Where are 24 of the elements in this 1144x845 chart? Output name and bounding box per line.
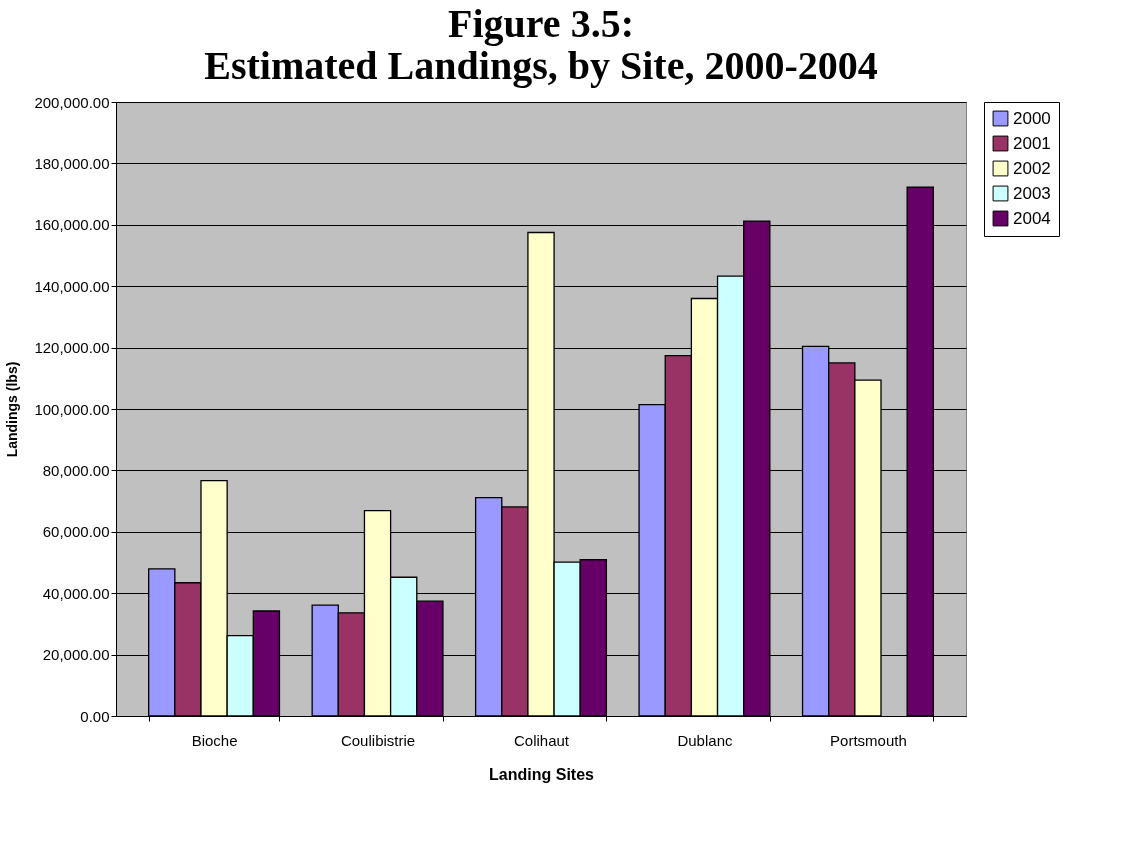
y-tick-label: 160,000.00 bbox=[34, 216, 110, 234]
y-axis-title: Landings (lbs) bbox=[4, 361, 21, 458]
legend-label: 2003 bbox=[1013, 183, 1051, 203]
x-tick-label: Dublanc bbox=[677, 731, 733, 749]
legend-label: 2004 bbox=[1013, 208, 1051, 228]
x-axis-title: Landing Sites bbox=[489, 765, 595, 783]
y-tick-label: 180,000.00 bbox=[34, 154, 110, 172]
y-tick-label: 200,000.00 bbox=[34, 93, 110, 111]
legend-label: 2001 bbox=[1013, 133, 1051, 153]
legend-label: 2000 bbox=[1013, 108, 1051, 128]
y-tick-label: 0.00 bbox=[80, 707, 110, 725]
y-tick-label: 140,000.00 bbox=[34, 277, 110, 295]
y-tick-label: 80,000.00 bbox=[42, 461, 110, 479]
x-tick-label: Bioche bbox=[191, 731, 238, 749]
y-tick-label: 60,000.00 bbox=[42, 523, 110, 541]
y-tick-label: 40,000.00 bbox=[42, 584, 110, 602]
y-tick-label: 100,000.00 bbox=[34, 400, 110, 418]
chart-title: Figure 3.5: Estimated Landings, by Site, 2000-2004 bbox=[204, 1, 878, 88]
y-tick-label: 120,000.00 bbox=[34, 339, 110, 357]
x-tick-label: Portsmouth bbox=[830, 731, 907, 749]
x-tick-label: Colihaut bbox=[513, 731, 570, 749]
y-tick-label: 20,000.00 bbox=[42, 646, 110, 664]
x-tick-label: Coulibistrie bbox=[340, 731, 416, 749]
legend-label: 2002 bbox=[1013, 158, 1051, 178]
